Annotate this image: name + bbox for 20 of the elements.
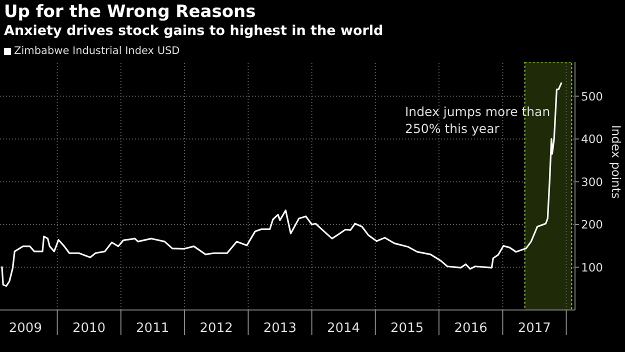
x-tick-label: 2015 bbox=[390, 321, 424, 336]
x-tick-label: 2014 bbox=[326, 321, 360, 336]
x-tick-label: 2009 bbox=[8, 321, 42, 336]
chart-title: Up for the Wrong Reasons bbox=[4, 2, 256, 22]
y-tick-label: 200 bbox=[581, 218, 603, 232]
annotation: Index jumps more than 250% this year bbox=[405, 103, 552, 137]
y-tick-label: 400 bbox=[581, 132, 603, 146]
y-tick-label: 100 bbox=[581, 260, 603, 274]
y-tick-label: 300 bbox=[581, 174, 603, 189]
x-tick-label: 2017 bbox=[518, 321, 551, 336]
x-tick-label: 2012 bbox=[200, 321, 233, 336]
y-tick-label: 500 bbox=[581, 89, 603, 104]
x-tick-label: 2013 bbox=[263, 321, 296, 336]
x-tick-label: 2011 bbox=[136, 321, 170, 336]
x-tick-label: 2010 bbox=[72, 321, 106, 336]
y-axis-title: Index points bbox=[609, 125, 623, 201]
chart-subtitle: Anxiety drives stock gains to highest in the world bbox=[4, 23, 384, 39]
x-tick-label: 2016 bbox=[454, 321, 488, 336]
legend-label: Zimbabwe Industrial Index USD bbox=[13, 45, 180, 57]
line-series bbox=[1, 82, 562, 287]
